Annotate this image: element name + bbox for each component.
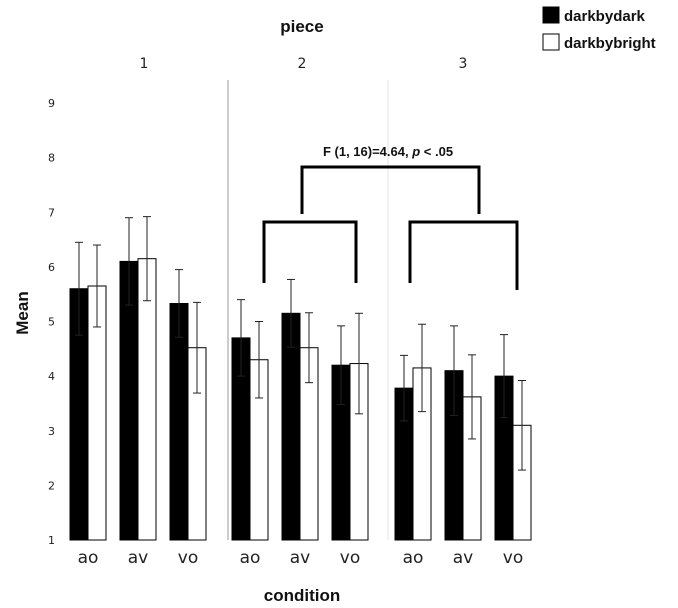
category-label-piece1-av: av: [128, 548, 148, 568]
y-ticks: 1 2 3 4 5 6 7 8 9: [48, 97, 55, 547]
significance-annotation: F (1, 16)=4.64, p < .05: [323, 144, 453, 159]
errorbar-darkbybright-piece3-ao: [418, 323, 426, 413]
bar-darkbydark-piece1-vo: [169, 302, 189, 541]
chart-title: piece: [280, 17, 323, 36]
annotation-p: p: [411, 144, 420, 159]
y-tick-label-3: 3: [48, 425, 55, 438]
y-tick-label-9: 9: [48, 97, 55, 110]
errorbar-darkbybright-piece3-vo: [518, 379, 526, 471]
annotation-text: F (1, 16)=4.64,: [323, 144, 412, 159]
category-label-piece1-vo: vo: [178, 548, 198, 568]
significance-brackets: [262, 165, 519, 290]
y-tick-label-7: 7: [48, 206, 55, 219]
errorbar-darkbydark-piece2-av: [287, 278, 295, 348]
errorbar-darkbybright-piece2-av: [305, 312, 313, 384]
errorbar-darkbydark-piece3-av: [450, 325, 458, 416]
category-label-piece2-av: av: [290, 548, 310, 568]
errorbar-darkbydark-piece1-vo: [175, 269, 183, 338]
y-tick-label-5: 5: [48, 316, 55, 329]
errorbar-darkbybright-piece1-av: [143, 216, 151, 302]
category-labels: ao av vo ao av vo ao av vo: [78, 548, 524, 568]
errorbar-darkbybright-piece1-ao: [93, 244, 101, 328]
bracket-top: [300, 165, 481, 214]
category-label-piece3-av: av: [453, 548, 473, 568]
annotation-threshold: < .05: [420, 144, 453, 159]
legend-label-darkbydark: darkbydark: [564, 8, 646, 25]
y-tick-label-1: 1: [48, 534, 55, 547]
legend-swatch-darkbybright: [542, 33, 560, 51]
errorbar-darkbydark-piece3-ao: [400, 354, 408, 422]
y-tick-label-8: 8: [48, 152, 55, 165]
errorbar-darkbybright-piece2-ao: [255, 321, 263, 399]
legend-label-darkbybright: darkbybright: [564, 35, 656, 52]
errorbar-darkbydark-piece1-av: [125, 217, 133, 306]
errorbar-darkbybright-piece1-vo: [193, 301, 201, 394]
category-label-piece2-vo: vo: [340, 548, 360, 568]
y-tick-label-4: 4: [48, 370, 55, 383]
y-tick-label-6: 6: [48, 261, 55, 274]
x-axis-label: condition: [264, 586, 340, 605]
y-axis-label: Mean: [13, 291, 32, 334]
y-tick-label-2: 2: [48, 479, 55, 492]
chart-marks: [69, 216, 532, 541]
errorbar-darkbybright-piece3-av: [468, 354, 476, 440]
legend: darkbydark darkbybright: [542, 6, 656, 52]
panel-label-2: 2: [298, 56, 307, 72]
bracket-piece-2: [262, 220, 358, 283]
errorbar-darkbydark-piece3-vo: [500, 334, 508, 419]
errorbar-darkbydark-piece2-vo: [337, 325, 345, 406]
bracket-piece-3: [408, 220, 519, 290]
errorbar-darkbydark-piece2-ao: [237, 299, 245, 377]
category-label-piece3-vo: vo: [503, 548, 523, 568]
panel-label-1: 1: [140, 56, 149, 72]
category-label-piece1-ao: ao: [78, 548, 99, 568]
errorbar-darkbydark-piece1-ao: [75, 241, 83, 336]
category-label-piece2-ao: ao: [240, 548, 261, 568]
legend-swatch-darkbydark: [542, 6, 560, 24]
panel-label-3: 3: [459, 56, 468, 72]
category-label-piece3-ao: ao: [403, 548, 424, 568]
errorbar-darkbybright-piece2-vo: [355, 312, 363, 415]
